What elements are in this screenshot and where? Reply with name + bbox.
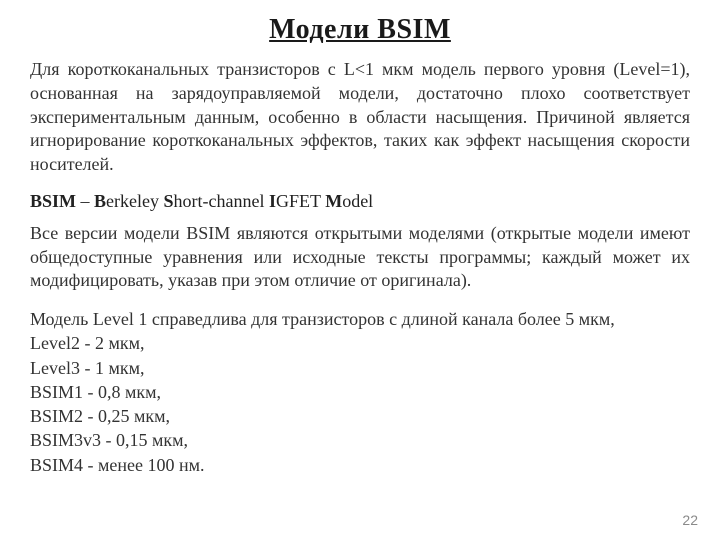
acronym-name: BSIM — [30, 191, 76, 211]
acronym-gfet: GFET — [276, 191, 325, 211]
level-item: BSIM1 - 0,8 мкм, — [30, 380, 690, 404]
level-item: BSIM2 - 0,25 мкм, — [30, 404, 690, 428]
level-item: Level2 - 2 мкм, — [30, 331, 690, 355]
paragraph-intro: Для короткоканальных транзисторов с L<1 … — [0, 54, 720, 185]
paragraph-open-models: Все версии модели BSIM являются открытым… — [0, 218, 720, 301]
levels-intro: Модель Level 1 справедлива для транзисто… — [30, 307, 690, 331]
level-item: BSIM3v3 - 0,15 мкм, — [30, 428, 690, 452]
acronym-dash: – — [76, 191, 94, 211]
page-number: 22 — [682, 512, 698, 528]
acronym-b: B — [94, 191, 106, 211]
page-title: Модели BSIM — [0, 0, 720, 54]
acronym-odel: odel — [342, 191, 373, 211]
acronym-i: I — [269, 191, 276, 211]
acronym-hort: hort-channel — [174, 191, 269, 211]
level-item: BSIM4 - менее 100 нм. — [30, 453, 690, 477]
levels-block: Модель Level 1 справедлива для транзисто… — [0, 301, 720, 477]
level-item: Level3 - 1 мкм, — [30, 356, 690, 380]
acronym-m: M — [325, 191, 342, 211]
acronym-erkeley: erkeley — [106, 191, 163, 211]
slide: Модели BSIM Для короткоканальных транзис… — [0, 0, 720, 540]
acronym-line: BSIM – Berkeley Short-channel IGFET Mode… — [0, 185, 720, 218]
acronym-s: S — [164, 191, 174, 211]
